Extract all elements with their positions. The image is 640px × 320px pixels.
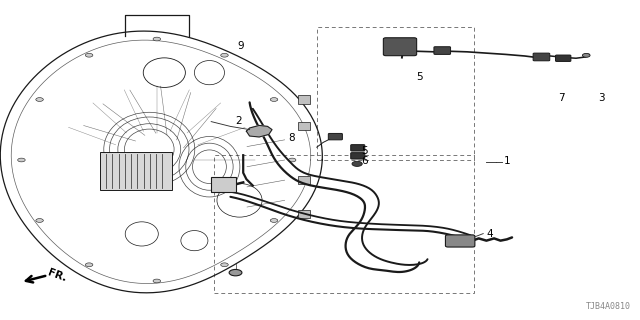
Bar xyxy=(214,155,474,293)
Text: 7: 7 xyxy=(559,92,565,103)
Bar xyxy=(100,152,172,189)
Text: 1: 1 xyxy=(504,156,511,166)
FancyBboxPatch shape xyxy=(328,133,342,140)
Circle shape xyxy=(270,219,278,222)
Text: 2: 2 xyxy=(235,116,241,126)
Text: 9: 9 xyxy=(237,41,244,52)
Circle shape xyxy=(352,161,362,166)
Bar xyxy=(298,122,310,131)
Bar xyxy=(298,176,310,184)
Bar xyxy=(211,177,236,192)
Text: 5: 5 xyxy=(362,146,368,156)
Circle shape xyxy=(85,263,93,267)
Circle shape xyxy=(582,53,590,57)
Polygon shape xyxy=(246,125,272,137)
Circle shape xyxy=(221,53,228,57)
Text: 8: 8 xyxy=(288,133,294,143)
Circle shape xyxy=(229,269,242,276)
Circle shape xyxy=(153,37,161,41)
Circle shape xyxy=(85,53,93,57)
Text: 5: 5 xyxy=(417,72,423,83)
Bar xyxy=(298,210,310,218)
Text: TJB4A0810: TJB4A0810 xyxy=(586,302,630,311)
FancyBboxPatch shape xyxy=(556,55,571,61)
Text: 4: 4 xyxy=(486,228,493,239)
FancyBboxPatch shape xyxy=(434,47,451,54)
FancyBboxPatch shape xyxy=(351,145,365,151)
Circle shape xyxy=(36,219,44,222)
Bar xyxy=(317,27,474,160)
Circle shape xyxy=(153,279,161,283)
Bar xyxy=(298,95,310,104)
FancyBboxPatch shape xyxy=(533,53,550,61)
FancyBboxPatch shape xyxy=(445,235,475,247)
Text: 3: 3 xyxy=(598,92,605,103)
Circle shape xyxy=(270,98,278,101)
Circle shape xyxy=(36,98,44,101)
FancyBboxPatch shape xyxy=(351,153,365,159)
Text: FR.: FR. xyxy=(46,268,68,284)
FancyBboxPatch shape xyxy=(383,38,417,56)
Circle shape xyxy=(221,263,228,267)
Circle shape xyxy=(18,158,25,162)
Text: 6: 6 xyxy=(362,156,368,166)
Circle shape xyxy=(289,158,296,162)
